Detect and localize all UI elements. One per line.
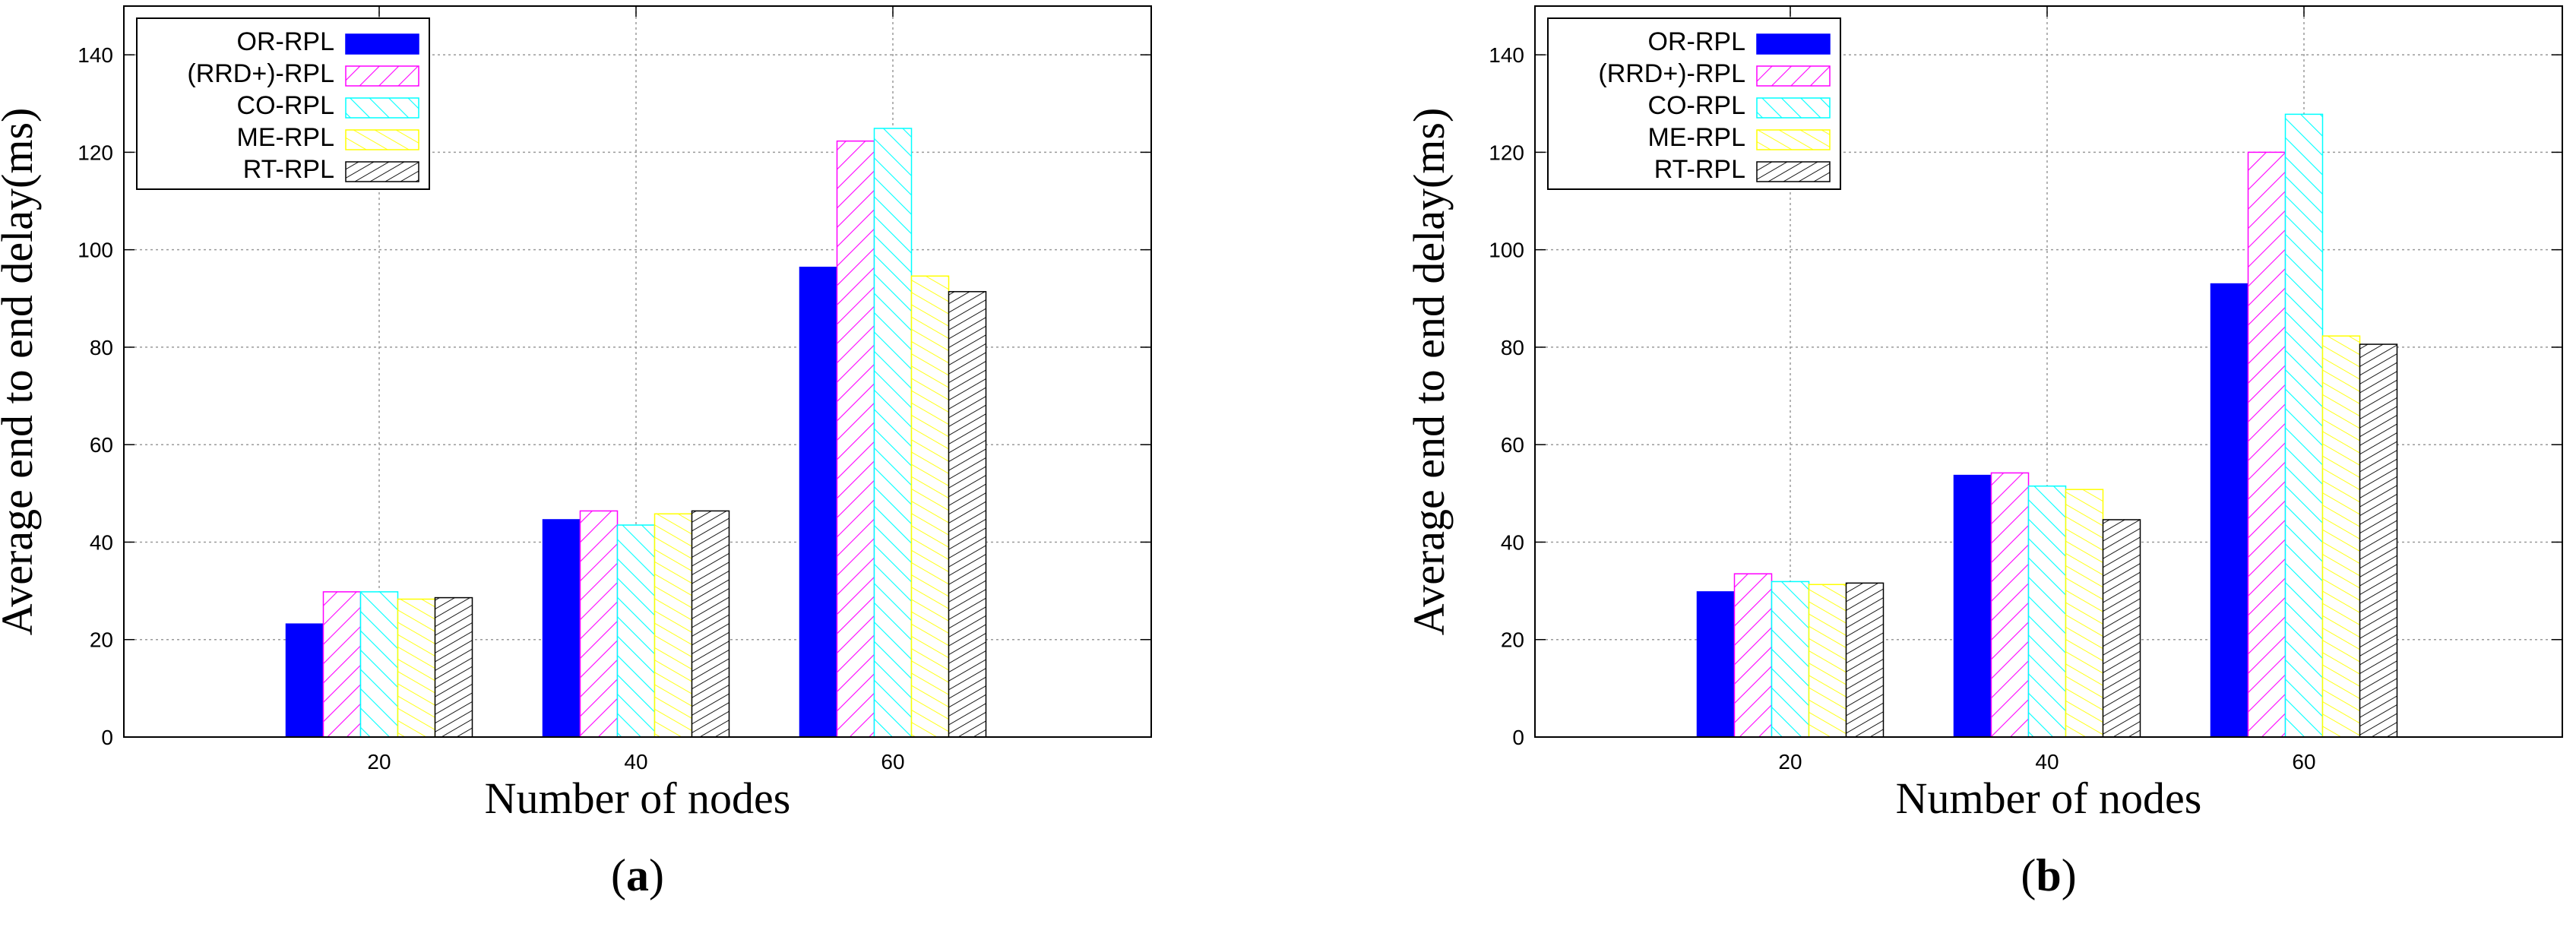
bar-rrd-rpl-60 — [2247, 151, 2286, 738]
bar-rrd-rpl-40 — [579, 510, 619, 738]
y-tick-label: 80 — [1501, 336, 1524, 359]
bar-or-rpl-20 — [1696, 591, 1736, 738]
legend-label: CO-RPL — [1648, 91, 1745, 120]
bar-rrd-rpl-40 — [1990, 472, 2030, 738]
bar-or-rpl-40 — [1953, 474, 1992, 738]
chart-panel-b: 0 20 40 60 80 100 120 140 20 40 60 OR-RPL (RRD+)-RPL… — [1404, 5, 2563, 900]
bar-co-rpl-20 — [1771, 581, 1810, 738]
legend-swatch — [1756, 129, 1831, 150]
y-tick-label: 60 — [90, 433, 113, 457]
legend-swatch — [345, 129, 419, 150]
bar-rrd-rpl-60 — [836, 140, 875, 738]
y-tick-label: 20 — [90, 628, 113, 652]
bar-rrd-rpl-20 — [322, 591, 362, 738]
legend: OR-RPL (RRD+)-RPL CO-RPL ME-RPL RT-RPL — [136, 17, 430, 190]
y-tick-label: 100 — [1489, 239, 1524, 262]
y-tick-label: 0 — [101, 726, 113, 749]
legend-swatch — [345, 65, 419, 87]
bar-or-rpl-60 — [799, 267, 838, 738]
x-tick-label: 40 — [624, 750, 647, 774]
y-axis-label: Average end to end delay(ms) — [1404, 108, 1454, 636]
bar-or-rpl-20 — [285, 623, 324, 738]
y-tick-label: 40 — [1501, 530, 1524, 554]
legend-label: RT-RPL — [1654, 155, 1745, 184]
y-tick-label: 100 — [78, 239, 113, 262]
legend-label: OR-RPL — [1648, 27, 1745, 56]
legend-label: RT-RPL — [243, 155, 334, 184]
bar-rt-rpl-60 — [948, 291, 987, 738]
legend-swatch — [345, 33, 419, 55]
bar-me-rpl-60 — [910, 275, 950, 738]
bar-rrd-rpl-20 — [1733, 573, 1773, 738]
y-tick-label: 140 — [1489, 43, 1524, 67]
chart-panel-a: 0 20 40 60 80 100 120 140 20 40 60 OR-RPL (RRD+)-RPL… — [0, 5, 1152, 900]
legend-swatch — [1756, 65, 1831, 87]
y-tick-label: 40 — [90, 530, 113, 554]
legend-label: (RRD+)-RPL — [1598, 59, 1745, 88]
plot-frame — [1534, 5, 2563, 738]
y-tick-label: 140 — [78, 43, 113, 67]
bar-or-rpl-40 — [542, 519, 581, 738]
x-tick-label: 20 — [1778, 750, 1802, 774]
legend-label: CO-RPL — [237, 91, 334, 120]
x-axis-label: Number of nodes — [485, 774, 791, 823]
x-tick-label: 40 — [2035, 750, 2059, 774]
y-tick-label: 120 — [78, 141, 113, 164]
bar-me-rpl-20 — [1808, 584, 1847, 738]
legend-label: (RRD+)-RPL — [187, 59, 334, 88]
bar-co-rpl-60 — [873, 128, 913, 738]
y-tick-label: 80 — [90, 336, 113, 359]
y-tick-label: 120 — [1489, 141, 1524, 164]
panel-caption: (b) — [2021, 850, 2076, 900]
legend-swatch — [1756, 33, 1831, 55]
bar-co-rpl-60 — [2284, 113, 2324, 738]
bar-me-rpl-40 — [653, 513, 693, 738]
legend-swatch — [1756, 161, 1831, 182]
y-tick-label: 60 — [1501, 433, 1524, 457]
x-tick-label: 20 — [367, 750, 391, 774]
bar-or-rpl-60 — [2210, 283, 2249, 738]
y-tick-label: 20 — [1501, 628, 1524, 652]
bar-co-rpl-40 — [2027, 485, 2067, 738]
legend-swatch — [1756, 97, 1831, 119]
bar-me-rpl-40 — [2065, 489, 2104, 738]
bar-rt-rpl-20 — [434, 596, 473, 738]
bar-rt-rpl-60 — [2359, 343, 2398, 738]
panel-caption: (a) — [611, 850, 664, 900]
legend-label: ME-RPL — [237, 123, 334, 152]
legend-swatch — [345, 97, 419, 119]
bar-co-rpl-40 — [616, 524, 656, 738]
legend-label: ME-RPL — [1648, 123, 1745, 152]
y-axis-label: Average end to end delay(ms) — [0, 108, 42, 636]
bar-co-rpl-20 — [359, 591, 399, 738]
bar-rt-rpl-40 — [691, 510, 730, 738]
bar-rt-rpl-20 — [1845, 582, 1885, 738]
bar-rt-rpl-40 — [2102, 519, 2141, 738]
x-tick-label: 60 — [881, 750, 904, 774]
plot-frame — [123, 5, 1152, 738]
legend-swatch — [345, 161, 419, 182]
x-axis-label: Number of nodes — [1896, 774, 2202, 823]
legend: OR-RPL (RRD+)-RPL CO-RPL ME-RPL RT-RPL — [1547, 17, 1841, 190]
x-tick-label: 60 — [2292, 750, 2315, 774]
bar-me-rpl-20 — [397, 598, 436, 738]
bar-me-rpl-60 — [2321, 335, 2361, 738]
y-tick-label: 0 — [1512, 726, 1524, 749]
legend-label: OR-RPL — [237, 27, 334, 56]
